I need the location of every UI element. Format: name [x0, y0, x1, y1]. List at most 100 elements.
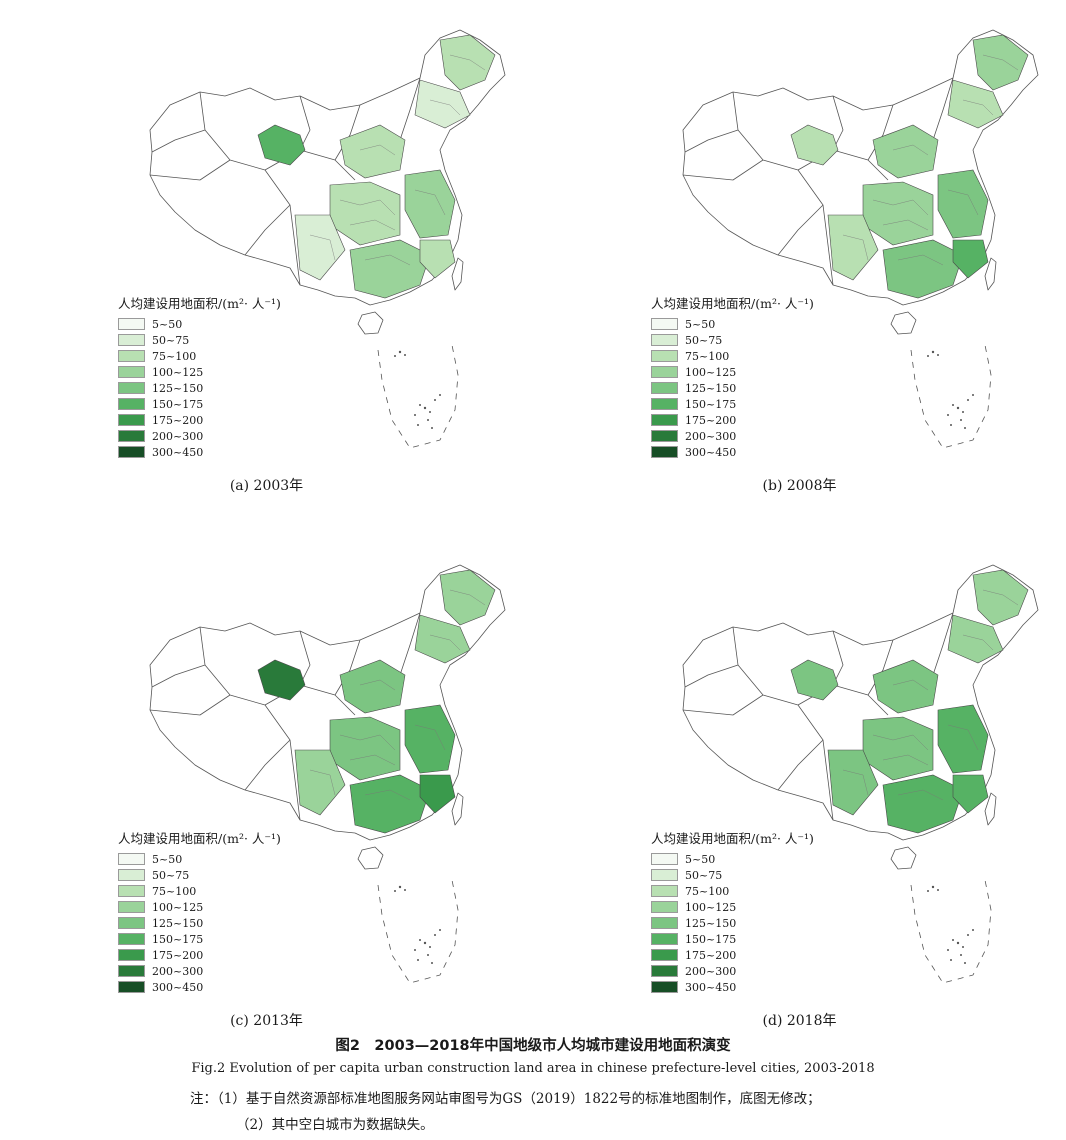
- hainan-island: [890, 846, 917, 870]
- legend-label: 200~300: [685, 964, 737, 978]
- region-east-coast: [404, 704, 456, 774]
- legend-swatch: [651, 933, 678, 945]
- legend-label: 150~175: [152, 397, 204, 411]
- china-map: [682, 29, 1039, 449]
- legend-label: 175~200: [685, 413, 737, 427]
- legend-rows: 5~50 50~75 75~100 100~125 125~150 150~175 175~…: [118, 851, 281, 995]
- region-east-coast: [937, 704, 989, 774]
- legend-swatch: [651, 430, 678, 442]
- legend-label: 50~75: [685, 333, 723, 347]
- legend-rows: 5~50 50~75 75~100 100~125 125~150 150~175 175~…: [118, 316, 281, 460]
- legend-item: 175~200: [651, 412, 814, 428]
- region-northeast-2: [947, 79, 1004, 129]
- map-base: [149, 29, 506, 449]
- legend-swatch: [651, 901, 678, 913]
- legend-label: 100~125: [152, 900, 204, 914]
- mainland-outline: [682, 29, 1039, 306]
- legend-swatch: [651, 853, 678, 865]
- internal-border: [777, 739, 824, 791]
- hainan-island: [357, 311, 384, 335]
- legend-swatch: [651, 917, 678, 929]
- legend-item: 50~75: [651, 867, 814, 883]
- region-east-coast: [404, 169, 456, 239]
- region-northeast-1: [972, 34, 1029, 91]
- internal-border: [682, 159, 764, 181]
- legend-item: 175~200: [118, 412, 281, 428]
- legend-label: 125~150: [152, 381, 204, 395]
- legend-item: 125~150: [118, 915, 281, 931]
- legend-label: 150~175: [152, 932, 204, 946]
- legend-item: 300~450: [651, 444, 814, 460]
- legend-swatch: [118, 933, 145, 945]
- legend-rows: 5~50 50~75 75~100 100~125 125~150 150~175 175~…: [651, 316, 814, 460]
- legend-item: 150~175: [118, 931, 281, 947]
- region-southwest: [827, 214, 879, 281]
- region-northeast-2: [414, 614, 471, 664]
- panel-caption: (c) 2013年: [230, 1013, 303, 1029]
- legend-title: 人均建设用地面积/(m²· 人⁻¹): [651, 296, 814, 311]
- legend-item: 75~100: [118, 348, 281, 364]
- taiwan-island: [451, 792, 464, 826]
- legend-item: 75~100: [651, 883, 814, 899]
- legend-item: 125~150: [118, 380, 281, 396]
- region-northwest-highlight: [257, 659, 306, 701]
- legend-swatch: [118, 334, 145, 346]
- legend-item: 50~75: [651, 332, 814, 348]
- legend-swatch: [118, 965, 145, 977]
- internal-border: [832, 630, 844, 686]
- legend-label: 300~450: [685, 980, 737, 994]
- figure-title: 图2 2003—2018年中国地级市人均城市建设用地面积演变: [335, 1038, 731, 1054]
- legend-label: 5~50: [152, 852, 183, 866]
- legend-swatch: [651, 398, 678, 410]
- legend-swatch: [118, 981, 145, 993]
- legend-label: 300~450: [152, 980, 204, 994]
- legend-item: 150~175: [118, 396, 281, 412]
- legend-item: 150~175: [651, 931, 814, 947]
- legend-item: 100~125: [118, 364, 281, 380]
- legend-label: 125~150: [152, 916, 204, 930]
- map-base: [149, 564, 506, 984]
- internal-border: [151, 664, 206, 688]
- figure-note-2: （2）其中空白城市为数据缺失。: [236, 1117, 434, 1133]
- region-southwest: [294, 749, 346, 816]
- legend-item: 100~125: [118, 899, 281, 915]
- region-south-china: [882, 774, 964, 834]
- legend-rows: 5~50 50~75 75~100 100~125 125~150 150~175 175~…: [651, 851, 814, 995]
- legend-swatch: [118, 949, 145, 961]
- legend-item: 75~100: [118, 883, 281, 899]
- legend-item: 200~300: [118, 963, 281, 979]
- china-map: [149, 564, 506, 984]
- hainan-island: [890, 311, 917, 335]
- city-patches: [790, 569, 1029, 834]
- region-southwest: [827, 749, 879, 816]
- legend-swatch: [118, 853, 145, 865]
- south-sea-line: [910, 344, 992, 449]
- legend-item: 100~125: [651, 899, 814, 915]
- internal-border: [244, 739, 291, 791]
- legend-swatch: [118, 917, 145, 929]
- internal-border: [299, 95, 311, 151]
- legend-title: 人均建设用地面积/(m²· 人⁻¹): [118, 296, 281, 311]
- region-northwest-highlight: [257, 124, 306, 166]
- internal-border: [244, 204, 291, 256]
- legend-item: 300~450: [118, 444, 281, 460]
- internal-border: [151, 129, 206, 153]
- region-southeast: [419, 774, 456, 814]
- legend-label: 100~125: [685, 365, 737, 379]
- legend-label: 50~75: [685, 868, 723, 882]
- region-southeast: [419, 239, 456, 279]
- region-southwest: [294, 214, 346, 281]
- mainland-outline: [682, 564, 1039, 841]
- legend-label: 150~175: [685, 397, 737, 411]
- legend-label: 5~50: [152, 317, 183, 331]
- legend-swatch: [118, 430, 145, 442]
- legend-item: 5~50: [651, 851, 814, 867]
- legend-label: 75~100: [685, 884, 730, 898]
- region-north-china: [872, 659, 939, 714]
- region-northwest-highlight: [790, 124, 839, 166]
- map-panel-4: 人均建设用地面积/(m²· 人⁻¹) 5~50 50~75 75~100 100~12…: [533, 535, 1066, 1055]
- panel-caption: (b) 2008年: [762, 478, 837, 494]
- figure-note-1: 注：（1）基于自然资源部标准地图服务网站审图号为GS（2019）1822号的标准…: [190, 1091, 821, 1107]
- legend-swatch: [118, 414, 145, 426]
- legend-label: 175~200: [152, 413, 204, 427]
